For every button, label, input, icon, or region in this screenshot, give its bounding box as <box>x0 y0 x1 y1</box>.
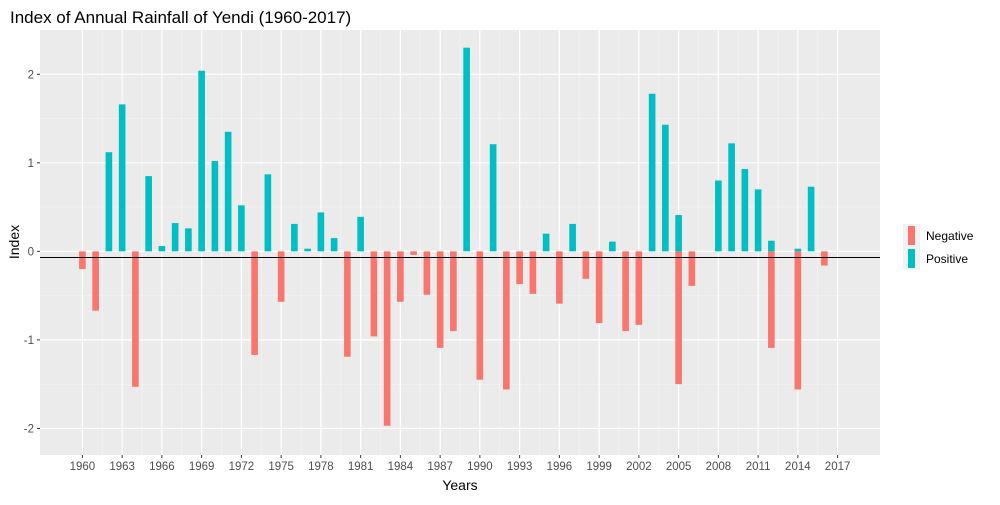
x-tick-label: 1987 <box>427 461 453 473</box>
x-axis-ticks: 1960 1963 1966 1969 1972 1975 1978 1981 1984 1987… <box>70 455 851 473</box>
y-axis-ticks: -2 -1 0 1 2 <box>24 69 40 435</box>
y-tick-label: 2 <box>28 69 34 81</box>
bar-negative-2014 <box>794 251 802 390</box>
bar-negative-1996 <box>556 251 563 304</box>
legend-label-negative: Negative <box>926 229 974 243</box>
x-tick-label: 2017 <box>825 461 851 473</box>
y-tick-label: 1 <box>28 158 34 170</box>
x-tick-label: 1996 <box>547 461 573 473</box>
y-axis-label: Index <box>6 225 22 259</box>
x-tick-label: 2011 <box>746 461 771 473</box>
bar-negative-1975 <box>277 251 285 302</box>
x-tick-label: 1990 <box>467 461 493 473</box>
bar-positive-1974 <box>264 174 272 252</box>
bar-positive-2003 <box>648 93 656 252</box>
bar-negative-1961 <box>92 251 99 311</box>
x-tick-label: 1966 <box>149 461 175 473</box>
bar-negative-1990 <box>476 251 484 380</box>
bar-negative-1994 <box>529 251 537 294</box>
bar-negative-1985 <box>410 251 417 255</box>
bars <box>79 47 828 426</box>
bar-positive-1962 <box>105 152 113 252</box>
bar-positive-1963 <box>118 104 126 252</box>
bar-positive-1989 <box>463 47 470 252</box>
bar-negative-1960 <box>79 251 86 270</box>
bar-positive-1979 <box>330 238 338 252</box>
bar-negative-1964 <box>132 251 139 387</box>
bar-negative-1987 <box>436 251 444 348</box>
legend-swatch-positive <box>908 249 915 268</box>
x-tick-label: 1972 <box>229 461 255 473</box>
bar-negative-1980 <box>344 251 351 357</box>
bar-negative-2001 <box>622 251 629 332</box>
bar-negative-1973 <box>251 251 258 355</box>
bar-negative-2006 <box>688 251 696 286</box>
y-tick-label: -1 <box>24 335 34 347</box>
bar-positive-2005 <box>675 215 682 252</box>
x-tick-label: 1999 <box>586 461 612 473</box>
bar-positive-1971 <box>224 131 232 252</box>
x-tick-label: 1963 <box>109 461 135 473</box>
grid-minor <box>40 30 880 455</box>
x-tick-label: 1960 <box>70 461 96 473</box>
bar-positive-2008 <box>715 180 722 252</box>
bar-positive-1970 <box>211 161 219 252</box>
bar-positive-1972 <box>238 205 245 252</box>
bar-negative-1988 <box>450 251 457 332</box>
bar-negative-1999 <box>595 251 603 324</box>
x-tick-label: 1969 <box>189 461 215 473</box>
x-tick-label: 1978 <box>308 461 334 473</box>
bar-negative-1998 <box>582 251 590 279</box>
bar-positive-1981 <box>357 216 364 252</box>
bar-positive-2004 <box>662 124 669 252</box>
bar-positive-1977 <box>304 248 311 252</box>
bar-positive-2000 <box>609 241 616 252</box>
bar-negative-1982 <box>370 251 378 337</box>
bar-positive-2011 <box>754 189 762 252</box>
bar-negative-1986 <box>423 251 431 295</box>
bar-positive-2010 <box>741 169 749 252</box>
bar-positive-1997 <box>569 223 576 252</box>
bar-negative-2002 <box>635 251 643 325</box>
x-tick-label: 1993 <box>507 461 533 473</box>
x-tick-label: 2002 <box>626 461 652 473</box>
bar-positive-1976 <box>291 223 298 252</box>
x-axis-label: Years <box>442 477 477 493</box>
x-tick-label: 2014 <box>785 461 811 473</box>
bar-positive-2009 <box>728 143 735 252</box>
bar-negative-1984 <box>397 251 404 302</box>
bar-positive-1966 <box>158 246 166 252</box>
bar-negative-2005 <box>675 251 682 385</box>
bar-positive-1967 <box>171 223 179 252</box>
x-tick-label: 1984 <box>388 461 414 473</box>
legend: Negative Positive <box>903 224 974 270</box>
y-tick-label: -2 <box>24 423 34 435</box>
x-tick-label: 1981 <box>348 461 374 473</box>
bar-positive-1968 <box>185 228 192 252</box>
bar-negative-2016 <box>821 251 828 266</box>
y-tick-label: 0 <box>28 246 34 258</box>
chart-title: Index of Annual Rainfall of Yendi (1960-… <box>10 8 351 27</box>
bar-negative-1983 <box>383 251 391 426</box>
bar-positive-1995 <box>542 233 550 252</box>
bar-negative-2012 <box>768 251 775 348</box>
bar-positive-1969 <box>198 70 205 252</box>
bar-positive-2012 <box>768 240 775 252</box>
bar-positive-1991 <box>489 144 497 252</box>
bar-positive-2014 <box>794 248 802 252</box>
bar-positive-1965 <box>145 176 152 252</box>
bar-positive-2015 <box>807 186 815 252</box>
legend-swatch-negative <box>908 226 915 245</box>
x-tick-label: 2005 <box>666 461 692 473</box>
legend-label-positive: Positive <box>926 252 968 266</box>
bar-negative-1993 <box>516 251 523 285</box>
x-tick-label: 2008 <box>706 461 732 473</box>
x-tick-label: 1975 <box>268 461 294 473</box>
bar-negative-1992 <box>503 251 510 390</box>
bar-positive-1978 <box>317 212 325 252</box>
